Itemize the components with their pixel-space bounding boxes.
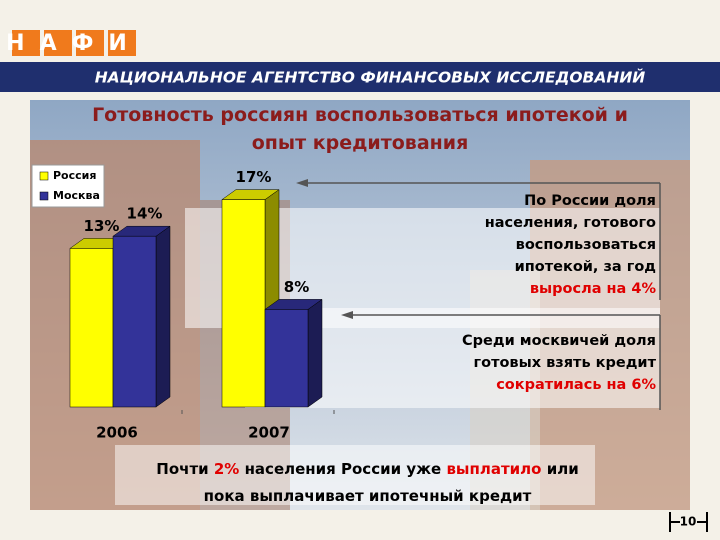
footer-text: Почти 2% населения России уже выплатило …	[140, 456, 595, 510]
page-bracket	[669, 512, 708, 532]
banner-text: НАЦИОНАЛЬНОЕ АГЕНТСТВО ФИНАНСОВЫХ ИССЛЕД…	[95, 68, 646, 87]
legend-swatch	[39, 171, 49, 181]
text-run: 2%	[213, 460, 240, 478]
banner	[0, 62, 720, 92]
legend-swatch	[39, 191, 49, 201]
chart-title: Готовность россиян воспользоваться ипоте…	[92, 104, 628, 154]
text-run: выросла на 4%	[529, 281, 656, 297]
legend-label: Москва	[53, 189, 100, 202]
callout: Среди москвичей доля готовых взять креди…	[441, 330, 656, 396]
logo-box	[76, 30, 104, 56]
legend-label: Россия	[53, 169, 96, 182]
background-photo	[30, 100, 690, 510]
x-tick-label: 2006	[96, 424, 138, 442]
callout-arrow	[296, 179, 308, 187]
page-number: 10	[680, 515, 697, 529]
x-tick-label: 2007	[248, 424, 290, 442]
logo-box	[44, 30, 72, 56]
logo: НАФИ	[6, 31, 142, 56]
logo-box	[12, 30, 40, 56]
text-run: По России доля населения, готового воспо…	[484, 193, 662, 275]
bar-side	[155, 225, 171, 408]
text-run: Среди москвичей доля готовых взять креди…	[462, 333, 662, 371]
text-run: Почти	[156, 460, 214, 478]
bar	[112, 235, 157, 408]
bar	[221, 199, 266, 408]
bar	[264, 309, 309, 408]
text-run: выплатило	[446, 460, 542, 478]
data-label: 17%	[236, 168, 272, 186]
callout: По России доля населения, готового воспо…	[466, 190, 656, 300]
data-label: 14%	[127, 205, 163, 223]
bar-side	[307, 298, 323, 408]
text-run: населения России уже	[239, 460, 447, 478]
bar	[69, 248, 114, 408]
text-run: сократилась на 6%	[496, 377, 656, 393]
logo-box	[108, 30, 136, 56]
text-run: или пока выплачивает ипотечный кредит	[203, 460, 584, 505]
data-label: 8%	[284, 278, 309, 296]
callout-arrow	[341, 311, 353, 319]
data-label: 13%	[84, 217, 120, 235]
